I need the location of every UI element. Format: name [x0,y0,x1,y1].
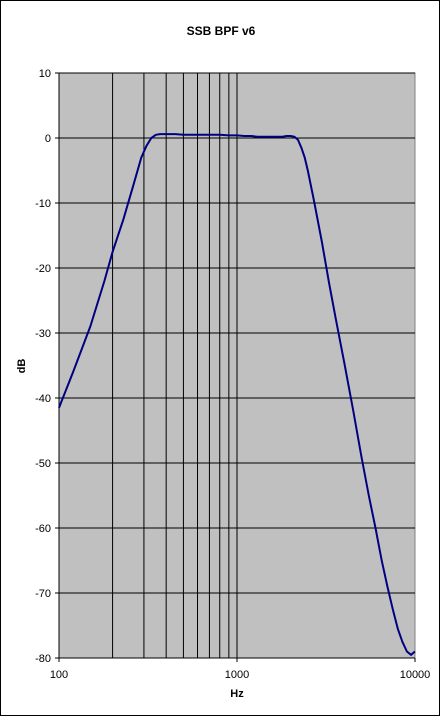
y-tick-label: -10 [35,198,51,210]
y-tick-label: -60 [35,523,51,535]
y-tick-label: -70 [35,588,51,600]
x-tick-label: 10000 [400,669,431,681]
x-tick-label: 1000 [225,669,249,681]
series-line [58,133,416,656]
x-tick-label: 100 [50,669,68,681]
y-tick-label: -40 [35,393,51,405]
x-axis-ticks: 100 1000 10000 [50,658,430,681]
chart-title: SSB BPF v6 [187,24,256,38]
y-tick-label: -50 [35,458,51,470]
y-tick-label: 10 [39,68,51,80]
series-layer [58,133,416,656]
y-axis-title: dB [16,359,28,374]
y-tick-label: -30 [35,328,51,340]
y-tick-label: 0 [45,133,51,145]
y-tick-label: -80 [35,653,51,665]
x-axis-title: Hz [230,688,244,700]
y-tick-label: -20 [35,263,51,275]
y-axis-ticks: 10 0 -10 -20 -30 -40 -50 -60 -70 -80 [35,68,59,665]
